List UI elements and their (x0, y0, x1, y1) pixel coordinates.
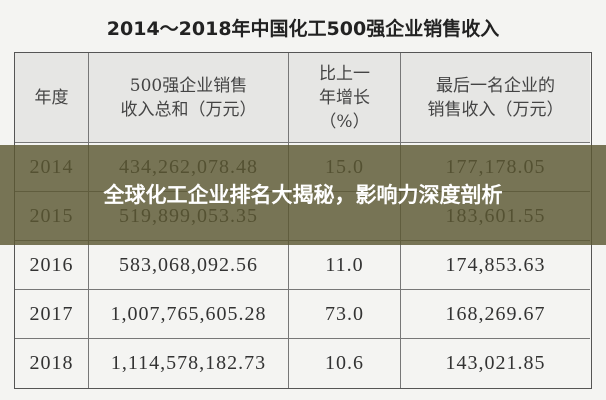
headline-banner: 全球化工企业排名大揭秘，影响力深度剖析 (0, 145, 606, 245)
table-cell: 2018 (15, 339, 89, 388)
header-cell: 500强企业销售 收入总和（万元） (89, 53, 289, 143)
header-cell: 最后一名企业的 销售收入（万元） (401, 53, 590, 143)
headline: 全球化工企业排名大揭秘，影响力深度剖析 (103, 183, 503, 207)
table-cell: 10.6 (289, 339, 401, 388)
table-title: 2014～2018年中国化工500强企业销售收入 (106, 18, 500, 40)
header-cell: 比上一年增长 （%） (289, 53, 401, 143)
table-cell: 168,269.67 (401, 290, 590, 339)
table-cell: 73.0 (289, 290, 401, 339)
table-cell: 2017 (15, 290, 89, 339)
table-cell: 143,021.85 (445, 352, 546, 374)
header-line: （%） (319, 111, 370, 132)
header-line: 销售收入（万元） (427, 99, 564, 120)
header-cell: 年度 (15, 53, 89, 143)
header-line: 比上一 (319, 63, 370, 84)
header-line: 最后一名企业的 (436, 75, 555, 96)
header-line: 500强企业销售 (129, 75, 248, 96)
header-line: 年度 (34, 87, 69, 108)
table-cell: 1,007,765,605.28 (89, 290, 289, 339)
table-cell: 583,068,092.56 (89, 241, 289, 290)
header-line: 收入总和（万元） (120, 99, 257, 120)
table-cell: 1,114,578,182.73 (89, 339, 289, 388)
table-cell: 174,853.63 (401, 241, 590, 290)
table-cell: 2016 (15, 241, 89, 290)
table-cell: 11.0 (289, 241, 401, 290)
header-line: 年增长 (319, 87, 370, 108)
